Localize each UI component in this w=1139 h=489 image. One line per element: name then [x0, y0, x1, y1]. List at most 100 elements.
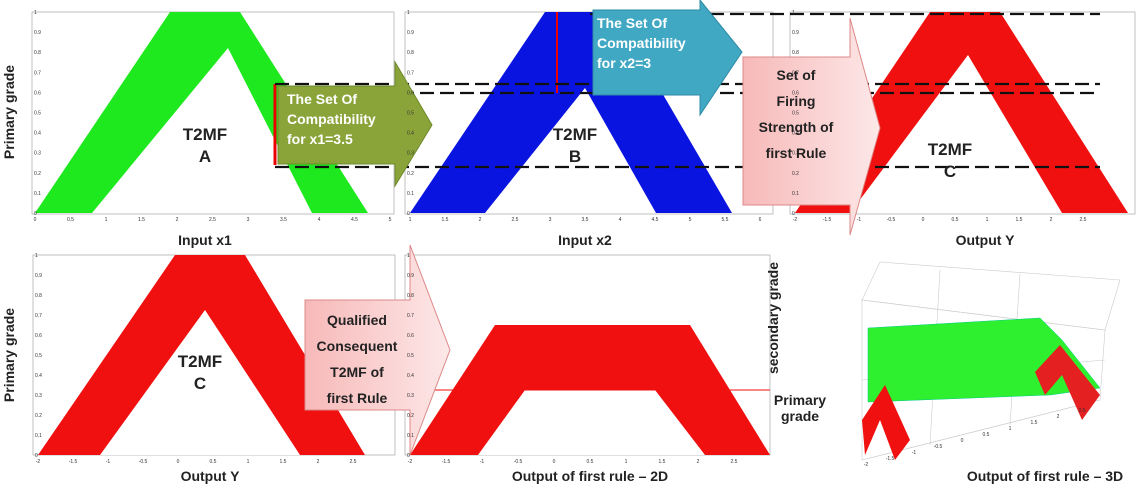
- y-tick-label: 0.4: [407, 373, 414, 379]
- y-tick-label: 0.3: [35, 393, 42, 399]
- y-tick-label: 0.3: [407, 393, 414, 399]
- x-tick-label: 2.5: [512, 217, 519, 223]
- footprint-gap: [478, 390, 705, 455]
- x-tick-label: 2: [1050, 217, 1053, 223]
- y-label: Primary grade: [1, 65, 17, 159]
- x-tick-label: -1: [480, 459, 485, 465]
- surface-edge: [1035, 345, 1100, 420]
- x-tick-label: 1: [105, 217, 108, 223]
- x-tick-label: 1: [247, 459, 250, 465]
- x-tick-label: 0.5: [67, 217, 74, 223]
- x-tick-label: 1.5: [659, 459, 666, 465]
- x-tick-label: -0.5: [887, 217, 896, 223]
- x-tick-label: 2: [479, 217, 482, 223]
- x-tick-label: 2: [1057, 414, 1060, 420]
- x-tick-label: 1: [625, 459, 628, 465]
- x-tick-label: 2.5: [209, 217, 216, 223]
- x-tick-label: 0.5: [587, 459, 594, 465]
- arrow-text: Set of: [777, 67, 816, 83]
- y-tick-label: 0.1: [35, 433, 42, 439]
- y-tick-label: 0.8: [792, 50, 799, 56]
- x-tick-label: 4.5: [652, 217, 659, 223]
- x-tick-label: -1.5: [69, 459, 78, 465]
- arrow-text: Compatibility: [287, 111, 376, 127]
- y-tick-label: 0.2: [407, 171, 414, 177]
- x-tick-label: 2.5: [1080, 217, 1087, 223]
- arrow-text: The Set Of: [287, 91, 357, 107]
- footprint-gap: [850, 55, 1062, 213]
- arrow-text: The Set Of: [597, 15, 667, 31]
- y-tick-label: 0.4: [792, 131, 799, 137]
- x-tick-label: 4: [619, 217, 622, 223]
- y-tick-label: 0.2: [35, 413, 42, 419]
- x-tick-label: 1.5: [442, 217, 449, 223]
- arrow: [742, 17, 881, 236]
- x-tick-label: 1.5: [280, 459, 287, 465]
- band-label: T2MF: [178, 352, 222, 371]
- y-tick-label: 1: [34, 10, 37, 16]
- x-tick-label: -0.5: [514, 459, 523, 465]
- y-tick-label: 0.6: [407, 90, 414, 96]
- y-tick-label: 0.8: [407, 50, 414, 56]
- footprint-gap: [92, 48, 312, 213]
- x-tick-label: 0: [922, 217, 925, 223]
- y-label: Primary: [774, 392, 826, 408]
- y-tick-label: 0.7: [407, 70, 414, 76]
- x-tick-label: 0.5: [983, 432, 990, 438]
- band-label: A: [199, 147, 211, 166]
- y-tick-label: 0: [407, 453, 410, 459]
- y-tick-label: 1: [35, 253, 38, 259]
- y-label: grade: [781, 408, 819, 424]
- arrow-text: Qualified: [327, 312, 387, 328]
- x-tick-label: 6: [759, 217, 762, 223]
- x-label: Output of first rule – 2D: [512, 468, 668, 484]
- y-tick-label: 0.9: [34, 30, 41, 36]
- x-tick-label: 2: [176, 217, 179, 223]
- y-tick-label: 0.2: [407, 413, 414, 419]
- y-tick-label: 0.5: [792, 111, 799, 117]
- x-tick-label: -1: [106, 459, 111, 465]
- x-tick-label: 0: [34, 217, 37, 223]
- x-label: Output Y: [956, 232, 1016, 248]
- x-label: Output of first rule – 3D: [967, 468, 1123, 484]
- x-tick-label: 0.5: [210, 459, 217, 465]
- x-tick-label: -1: [912, 450, 917, 456]
- footprint-gap: [100, 310, 300, 455]
- y-tick-label: 0.9: [407, 273, 414, 279]
- y-tick-label: 0.4: [35, 373, 42, 379]
- arrow-text: for x1=3.5: [287, 131, 353, 147]
- y-tick-label: 0.6: [34, 90, 41, 96]
- x-tick-label: -2: [408, 459, 413, 465]
- x-tick-label: 1: [409, 217, 412, 223]
- x-tick-label: 2: [697, 459, 700, 465]
- y-tick-label: 0: [792, 211, 795, 217]
- back-wall: [861, 261, 1121, 331]
- x-tick-label: 1.5: [1016, 217, 1023, 223]
- z-label: secondary grade: [765, 262, 781, 374]
- x-tick-label: -1.5: [886, 456, 895, 462]
- arrow: [592, 0, 743, 117]
- x-tick-label: -1.5: [442, 459, 451, 465]
- labels: 0 0.5 1 1.5 2 2.5 3 3.5 4 4.5 5 0 0.1 0.2 0.3 0.4 0.5 0.6…: [1, 10, 1123, 484]
- arrow-text: Consequent: [317, 338, 398, 354]
- band-label: C: [194, 374, 206, 393]
- x-tick-label: 2.5: [731, 459, 738, 465]
- x-tick-label: 2.5: [350, 459, 357, 465]
- x-tick-label: -0.5: [934, 444, 943, 450]
- arrow: [277, 60, 433, 188]
- arrow-text: first Rule: [327, 390, 388, 406]
- arrow: [304, 244, 451, 456]
- y-tick-label: 0.3: [34, 151, 41, 157]
- y-tick-label: 0.6: [35, 333, 42, 339]
- y-tick-label: 0.8: [34, 50, 41, 56]
- x-tick-label: 3.5: [582, 217, 589, 223]
- y-tick-label: 0.5: [35, 353, 42, 359]
- x-tick-label: 3: [549, 217, 552, 223]
- y-tick-label: 0.5: [34, 111, 41, 117]
- x-tick-label: 1.5: [138, 217, 145, 223]
- x-tick-label: 0: [177, 459, 180, 465]
- y-tick-label: 0.1: [407, 191, 414, 197]
- x-tick-label: 0: [553, 459, 556, 465]
- x-tick-label: 3.5: [280, 217, 287, 223]
